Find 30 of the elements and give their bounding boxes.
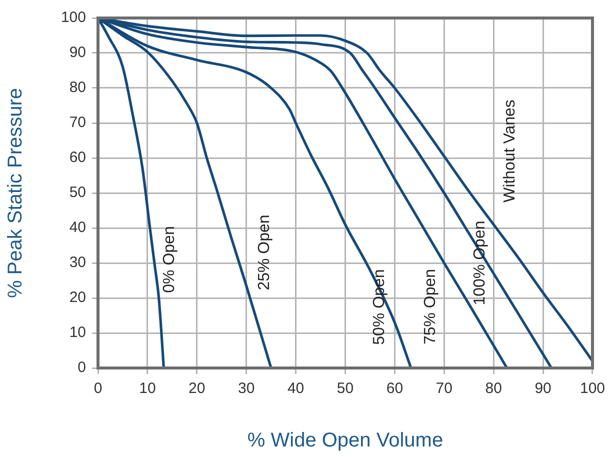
x-tick-label: 20 (188, 380, 206, 398)
y-tick-label: 60 (69, 149, 86, 166)
y-tick-label: 0 (78, 359, 86, 376)
text: 25% Open (256, 214, 274, 290)
y-tick-label: 100 (60, 9, 86, 26)
text: 75% Open (422, 268, 440, 345)
x-tick-label: 40 (287, 380, 304, 398)
y-tick-label: 40 (69, 219, 86, 236)
y-axis-title: % Peak Static Pressure (4, 88, 27, 298)
y-tick-label: 30 (69, 254, 86, 272)
text: Without Vanes (501, 100, 518, 202)
x-tick-label: 60 (386, 380, 404, 398)
y-tick-label: 80 (69, 79, 86, 96)
y-tick-label: 10 (69, 324, 86, 342)
x-tick-label: 90 (534, 380, 552, 398)
x-tick-label: 80 (485, 380, 502, 398)
y-tick-label: 20 (69, 289, 86, 306)
x-tick-label: 0 (94, 380, 102, 398)
x-tick-label: 30 (238, 380, 255, 398)
x-axis-title: % Wide Open Volume (247, 430, 444, 452)
x-tick-label: 70 (436, 380, 452, 398)
y-tick-label: 50 (69, 184, 86, 202)
x-tick-label: 10 (139, 380, 156, 398)
x-tick-label: 100 (580, 380, 605, 398)
text: 100% Open (472, 220, 489, 306)
x-tick-label: 50 (336, 380, 354, 398)
text: 50% Open (370, 269, 388, 345)
y-tick-label: 90 (69, 44, 86, 62)
y-tick-label: 70 (69, 114, 86, 132)
text: 0% Open (161, 226, 178, 293)
